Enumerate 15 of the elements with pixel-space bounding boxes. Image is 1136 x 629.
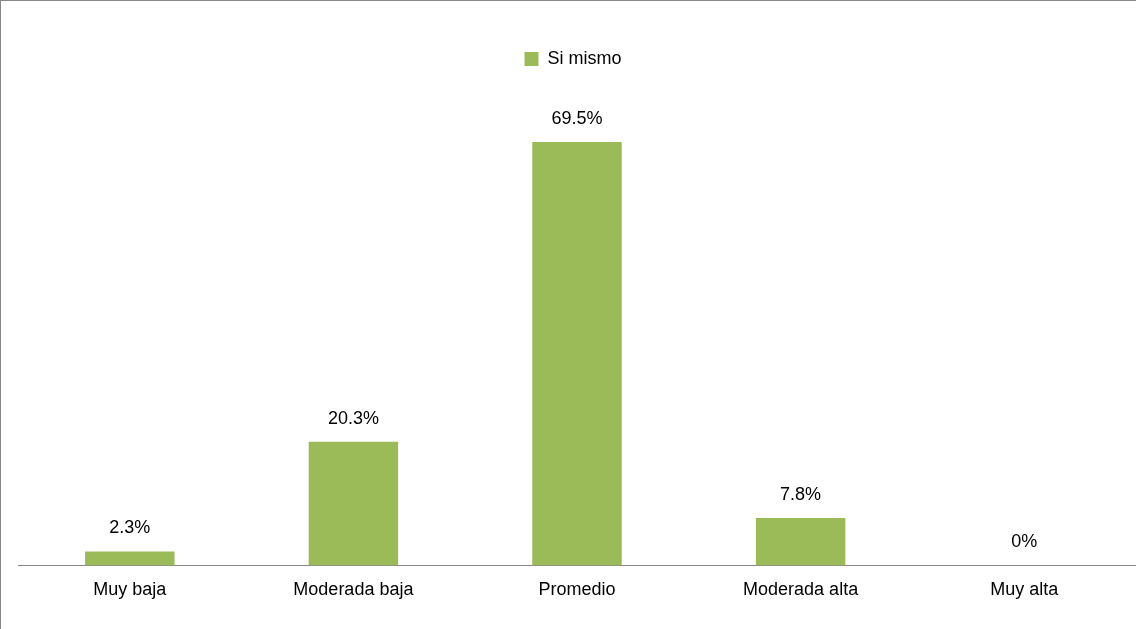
bar	[85, 551, 175, 566]
x-tick-label: Muy baja	[93, 579, 168, 600]
legend-label: Si mismo	[547, 47, 622, 68]
x-tick-label: Muy alta	[990, 579, 1060, 600]
data-label: 20.3%	[327, 407, 379, 428]
x-tick-label: Moderada alta	[743, 579, 860, 600]
data-label: 69.5%	[551, 107, 603, 128]
data-label: 7.8%	[780, 483, 822, 504]
x-tick-label: Promedio	[538, 579, 616, 600]
bar	[532, 141, 622, 566]
bar	[308, 441, 399, 566]
x-tick-label: Moderada baja	[293, 579, 415, 600]
data-label: 2.3%	[109, 517, 151, 538]
bar	[755, 517, 846, 566]
data-label: 0%	[1011, 531, 1038, 552]
